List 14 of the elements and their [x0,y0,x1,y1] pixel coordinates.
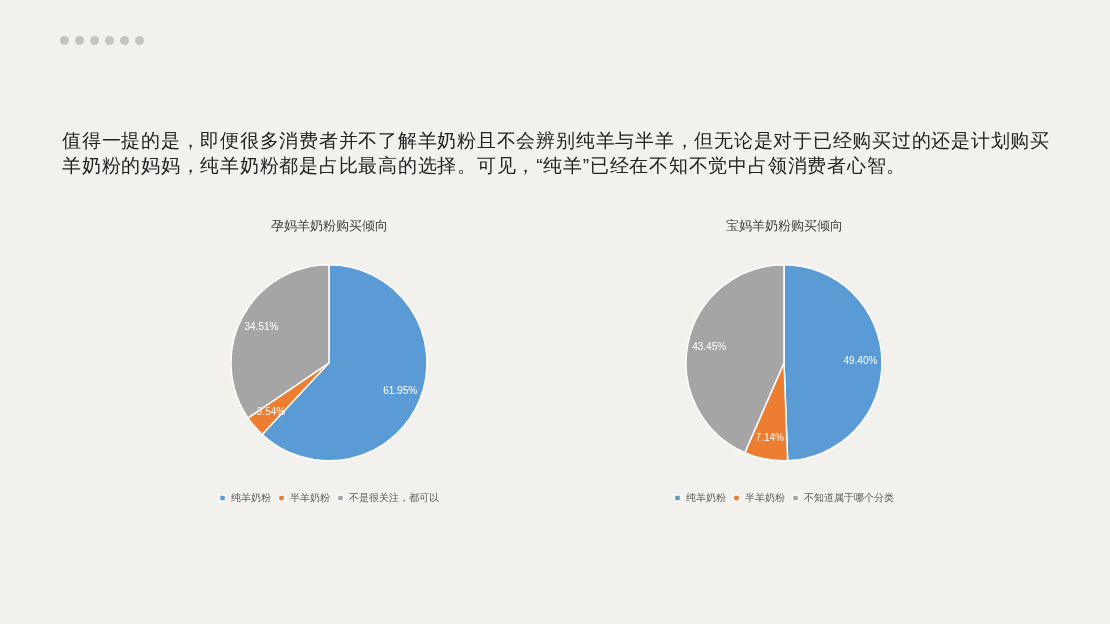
legend-label: 不知道属于哪个分类 [803,491,894,503]
data-label: 49.40% [843,355,878,367]
data-label: 43.45% [692,340,727,352]
data-label: 34.51% [244,320,279,332]
legend-label: 不是很关注，都可以 [348,491,439,503]
data-label: 7.14% [755,431,785,443]
legend-label: 纯羊奶粉 [685,491,726,503]
legend-label: 半羊奶粉 [289,491,330,503]
text: 值得一提的是，即便很多消费者并不了解羊奶粉且不会辨别纯羊与半羊，但无论是对于已经购买过的还是计划购买羊奶粉的妈妈，纯羊奶粉都是占比最高的选择。可见，“纯羊”已经在不知不觉中占领消费者心智。 [62,129,1051,178]
legend-label: 纯羊奶粉 [230,491,271,503]
data-label: 61.95% [383,384,418,396]
chart-title: 孕妈羊奶粉购买倾向 [270,218,388,234]
legend-label: 半羊奶粉 [744,491,785,503]
chart-title: 宝妈羊奶粉购买倾向 [725,218,843,234]
